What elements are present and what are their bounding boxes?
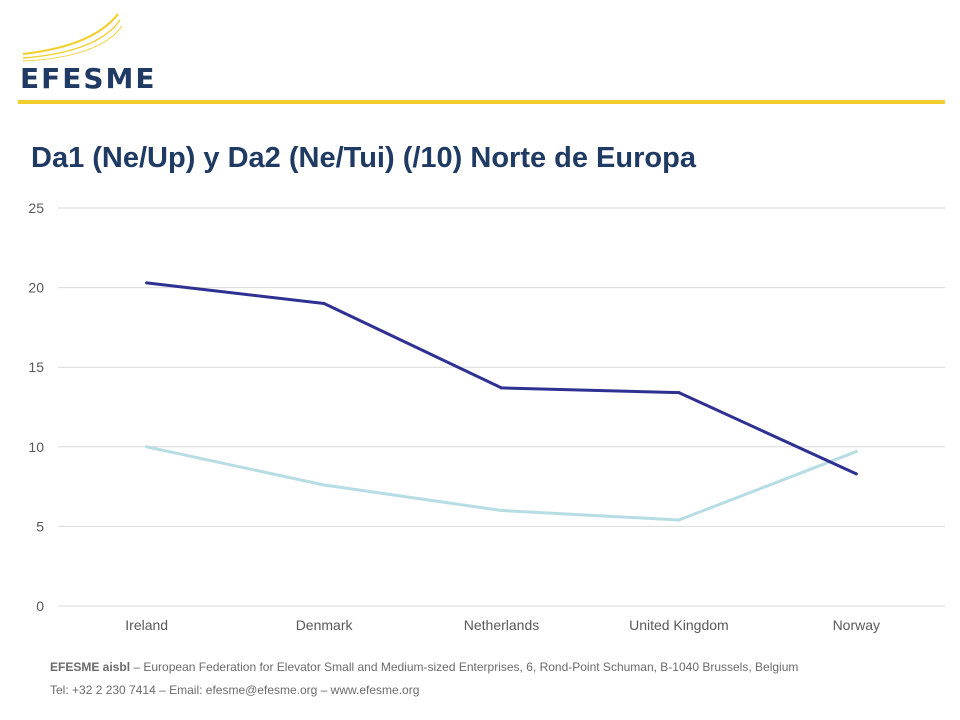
line-chart: 0 5 10 15 20 25 Ireland Denmark Netherlands Unite… — [0, 190, 960, 640]
data-point — [854, 450, 858, 454]
logo-swoosh-icon — [22, 13, 123, 62]
data-point — [145, 281, 149, 285]
footer-address: EFESME aisbl – European Federation for E… — [50, 660, 798, 674]
y-tick-label: 20 — [28, 280, 44, 296]
y-tick-label: 15 — [28, 359, 44, 375]
x-tick-label: United Kingdom — [629, 617, 729, 633]
header-rule — [18, 100, 945, 104]
footer-org: EFESME aisbl — [50, 660, 131, 674]
footer-contact: Tel: +32 2 230 7414 – Email: efesme@efes… — [50, 683, 420, 697]
y-tick-label: 5 — [36, 518, 44, 534]
data-point — [322, 302, 326, 306]
y-tick-label: 25 — [28, 200, 44, 216]
data-point — [500, 508, 503, 512]
x-tick-label: Norway — [833, 617, 880, 633]
y-tick-label: 0 — [36, 598, 44, 614]
footer-description: – European Federation for Elevator Small… — [130, 660, 799, 674]
chart-canvas: 0 5 10 15 20 25 Ireland Denmark Netherlands Unite… — [28, 200, 945, 633]
x-tick-label: Netherlands — [464, 617, 540, 633]
data-point — [145, 445, 149, 449]
data-point — [677, 391, 681, 395]
data-point — [677, 518, 681, 522]
logo-text: EFESME — [20, 62, 157, 95]
x-tick-label: Ireland — [125, 617, 168, 633]
data-point — [854, 472, 858, 476]
data-point — [500, 386, 503, 390]
data-point — [322, 483, 326, 487]
y-tick-label: 10 — [28, 439, 44, 455]
series-line-1 — [145, 281, 858, 476]
page-title: Da1 (Ne/Up) y Da2 (Ne/Tui) (/10) Norte d… — [31, 142, 696, 174]
efesme-logo: EFESME — [18, 12, 155, 95]
x-tick-label: Denmark — [296, 617, 354, 633]
